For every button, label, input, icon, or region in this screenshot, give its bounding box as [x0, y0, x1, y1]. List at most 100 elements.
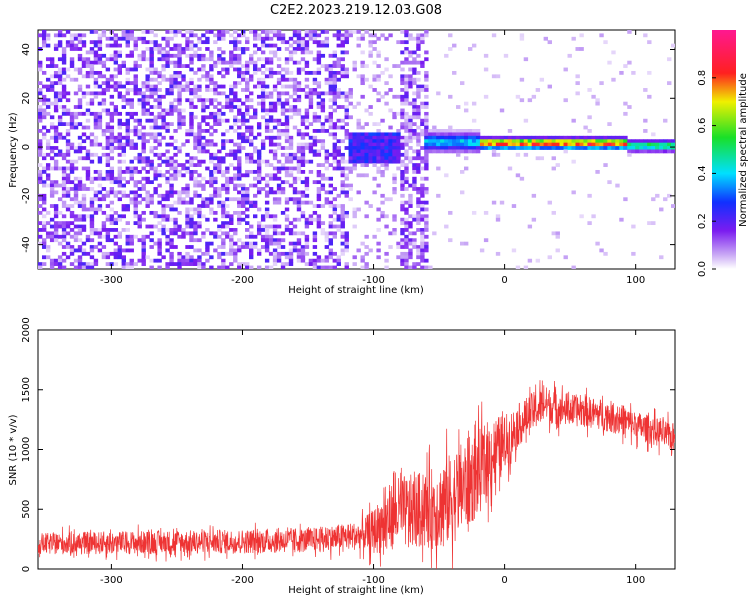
heatmap-cell [217, 187, 222, 191]
heatmap-cell [404, 149, 409, 154]
heatmap-cell [205, 139, 210, 144]
heatmap-cell [169, 156, 174, 161]
heatmap-cell [444, 135, 449, 140]
heatmap-cell [519, 36, 525, 41]
heatmap-cell [647, 142, 652, 147]
heatmap-cell [372, 139, 377, 144]
heatmap-cell [460, 190, 465, 195]
heatmap-cell [249, 224, 254, 229]
heatmap-cell [169, 111, 174, 116]
heatmap-cell [97, 111, 103, 116]
heatmap-cell [460, 139, 465, 144]
heatmap-cell [77, 183, 83, 188]
heatmap-cell [205, 74, 210, 79]
heatmap-cell [117, 169, 123, 174]
heatmap-cell [113, 57, 119, 62]
heatmap-cell [288, 258, 294, 263]
heatmap-cell [197, 224, 202, 229]
heatmap-cell [264, 67, 270, 72]
heatmap-cell [635, 142, 640, 147]
heatmap-cell [117, 166, 123, 171]
heatmap-cell [81, 265, 87, 269]
heatmap-cell [404, 207, 409, 212]
heatmap-cell [157, 169, 162, 174]
heatmap-cell [344, 210, 349, 215]
heatmap-cell [276, 77, 282, 82]
heatmap-cell [161, 255, 166, 260]
heatmap-cell [133, 234, 138, 239]
heatmap-cell [133, 40, 138, 45]
heatmap-cell [364, 152, 369, 157]
heatmap-cell [272, 197, 278, 202]
heatmap-cell [404, 77, 409, 82]
heatmap-cell [264, 111, 270, 116]
heatmap-cell [38, 204, 43, 208]
heatmap-cell [153, 122, 158, 126]
heatmap-cell [57, 105, 63, 109]
heatmap-cell [237, 70, 242, 75]
heatmap-cell [424, 248, 429, 253]
heatmap-cell [288, 166, 294, 171]
heatmap-cell [177, 262, 182, 266]
heatmap-cell [125, 53, 130, 58]
heatmap-cell [268, 173, 274, 178]
heatmap-cell [197, 207, 202, 212]
heatmap-cell [113, 262, 119, 266]
heatmap-cell [85, 101, 91, 106]
heatmap-cell [233, 57, 238, 62]
heatmap-cell [249, 251, 254, 256]
heatmap-cell [288, 241, 294, 246]
heatmap-cell [93, 30, 99, 34]
heatmap-cell [57, 224, 63, 229]
heatmap-cell [97, 70, 103, 75]
heatmap-cell [85, 111, 91, 116]
heatmap-cell [416, 125, 421, 130]
heatmap-cell [448, 132, 453, 137]
heatmap-cell [209, 77, 214, 82]
heatmap-cell [260, 36, 266, 41]
heatmap-cell [157, 132, 162, 137]
heatmap-cell [420, 204, 425, 208]
heatmap-cell [225, 60, 230, 65]
heatmap-cell [456, 139, 461, 144]
heatmap-cell [157, 238, 162, 243]
heatmap-cell [225, 214, 230, 219]
heatmap-cell [113, 67, 119, 72]
heatmap-cell [93, 81, 99, 86]
heatmap-cell [296, 238, 302, 243]
heatmap-cell [73, 36, 79, 41]
heatmap-cell [559, 142, 564, 147]
heatmap-cell [507, 135, 513, 140]
heatmap-cell [264, 91, 270, 96]
heatmap-cell [197, 57, 202, 62]
heatmap-cell [452, 149, 457, 154]
heatmap-cell [38, 176, 43, 181]
heatmap-cell [416, 149, 421, 154]
heatmap-cell [45, 105, 51, 109]
heatmap-cell [308, 258, 314, 263]
heatmap-cell [483, 135, 489, 140]
heatmap-cell [41, 36, 47, 41]
heatmap-cell [627, 149, 632, 154]
heatmap-cell [316, 84, 322, 89]
heatmap-cell [65, 74, 71, 79]
heatmap-cell [304, 234, 310, 239]
heatmap-cell [93, 207, 99, 212]
heatmap-cell [400, 88, 405, 92]
heatmap-cell [276, 183, 282, 188]
heatmap-cell [360, 159, 365, 164]
heatmap-cell [456, 152, 461, 157]
heatmap-cell [300, 122, 306, 126]
heatmap-cell [320, 176, 326, 181]
heatmap-cell [41, 238, 47, 243]
heatmap-cell [137, 221, 142, 226]
heatmap-cell [201, 64, 206, 68]
heatmap-cell [408, 224, 413, 229]
heatmap-cell [404, 238, 409, 243]
heatmap-cell [73, 190, 79, 195]
heatmap-cell [412, 115, 417, 120]
heatmap-cell [129, 200, 134, 205]
heatmap-cell [583, 142, 588, 147]
heatmap-cell [205, 88, 210, 92]
